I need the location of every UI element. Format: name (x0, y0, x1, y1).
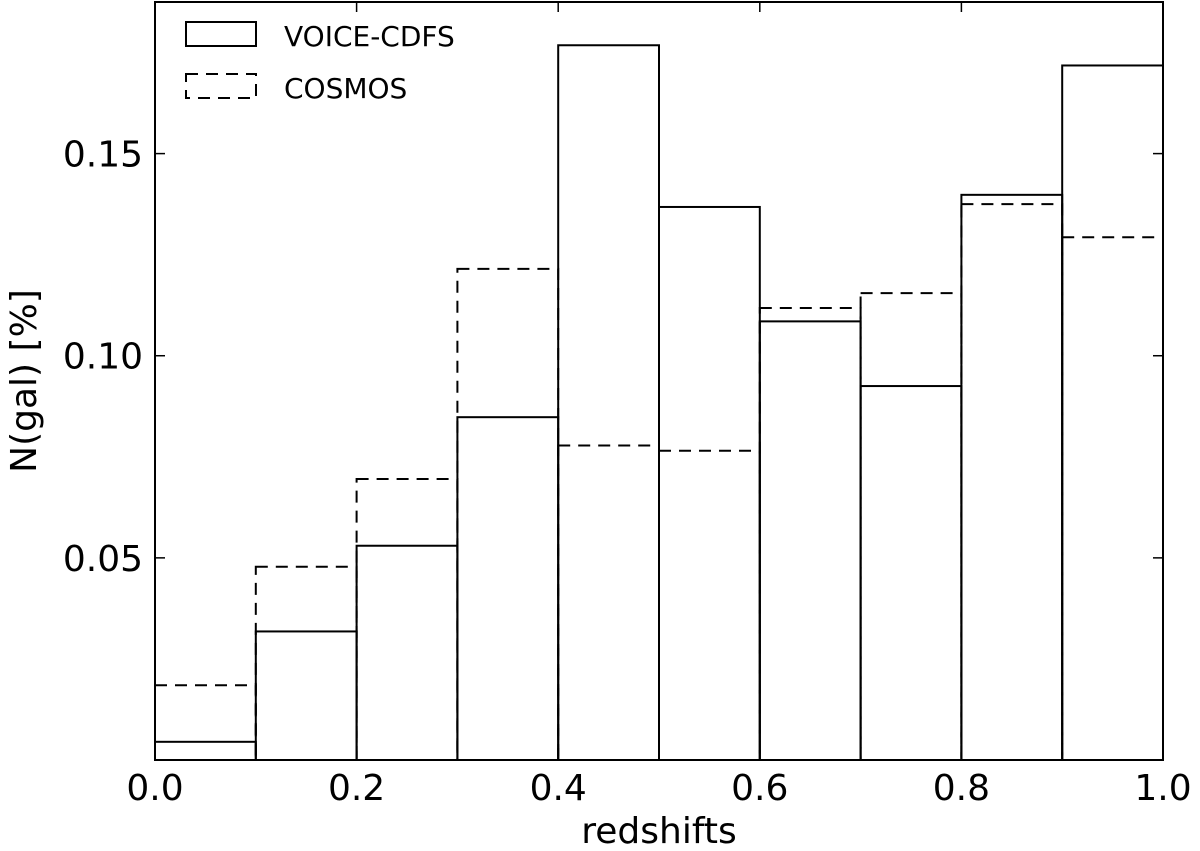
bar-voice-cdfs-9 (1061, 64, 1164, 762)
bar-cosmos-6 (758, 307, 862, 761)
legend-label-voice-cdfs: VOICE-CDFS (284, 20, 455, 53)
x-tick-label: 0.6 (731, 768, 788, 809)
bar-voice-cdfs-8 (960, 193, 1064, 761)
bar-cosmos-2 (355, 478, 459, 761)
y-axis-label: N(gal) [%] (4, 289, 45, 473)
y-tick-label: 0.15 (63, 135, 143, 176)
bar-cosmos-4 (557, 444, 661, 761)
x-tick-label: 0.0 (126, 768, 183, 809)
plot-area (154, 44, 1164, 762)
bar-voice-cdfs-3 (456, 416, 560, 761)
bar-voice-cdfs-7 (859, 385, 963, 761)
x-tick-label: 0.8 (933, 768, 990, 809)
x-tick-label: 0.2 (328, 768, 385, 809)
x-tick-label: 0.4 (530, 768, 587, 809)
bar-voice-cdfs-0 (154, 740, 257, 761)
x-axis-label: redshifts (581, 811, 737, 851)
bar-cosmos-0 (154, 684, 257, 762)
legend: VOICE-CDFS COSMOS (185, 20, 455, 105)
legend-label-cosmos: COSMOS (284, 72, 407, 105)
bar-cosmos-8 (960, 203, 1064, 761)
axis-ticks: 0.0 0.2 0.4 0.6 0.8 1.0 0.05 0.10 0.15 (63, 2, 1192, 809)
bar-voice-cdfs-1 (254, 630, 358, 761)
bar-cosmos-5 (658, 449, 761, 761)
bar-cosmos-1 (254, 565, 358, 762)
bar-voice-cdfs-2 (355, 544, 459, 761)
y-tick-label: 0.05 (63, 539, 143, 580)
y-tick-label: 0.10 (63, 337, 143, 378)
bar-voice-cdfs-6 (758, 320, 862, 761)
bar-cosmos-9 (1061, 236, 1164, 761)
bar-voice-cdfs-5 (658, 205, 761, 761)
bar-cosmos-7 (859, 292, 963, 761)
legend-swatch-voice-cdfs (185, 21, 257, 47)
plot-frame (154, 1, 1164, 761)
bar-cosmos-3 (456, 267, 560, 761)
legend-swatch-cosmos (185, 73, 257, 99)
x-tick-label: 1.0 (1134, 768, 1191, 809)
bar-voice-cdfs-4 (557, 44, 661, 762)
